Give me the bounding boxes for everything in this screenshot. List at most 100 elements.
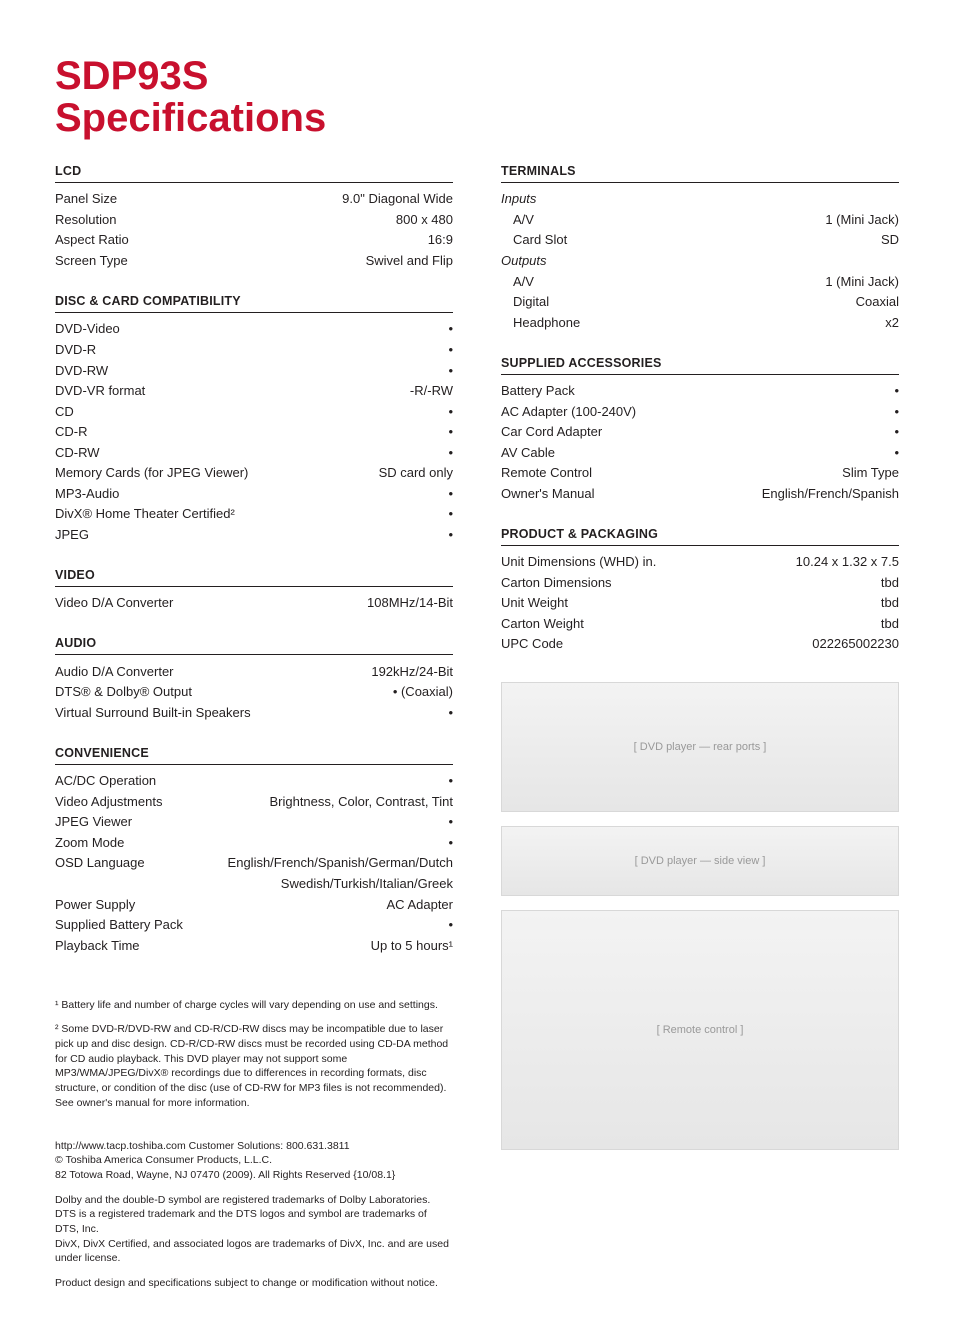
section-packaging: Unit Dimensions (WHD) in.10.24 x 1.32 x … (501, 552, 899, 655)
spec-row: OSD LanguageEnglish/French/Spanish/Germa… (55, 853, 453, 874)
section-terminals: Inputs A/V1 (Mini Jack) Card Slot SD Outp… (501, 189, 899, 333)
spec-label: A/V (501, 211, 534, 229)
spec-label: Battery Pack (501, 382, 575, 400)
section-packaging-head: PRODUCT & PACKAGING (501, 526, 899, 546)
spec-value: • (448, 916, 453, 934)
spec-value: English/French/Spanish (762, 485, 899, 503)
spec-value: • (448, 834, 453, 852)
spec-value: Slim Type (842, 464, 899, 482)
spec-row: UPC Code 022265002230 (501, 634, 899, 655)
footer-contact: http://www.tacp.toshiba.com Customer Sol… (55, 1139, 453, 1183)
spec-value: • (894, 403, 899, 421)
subhead-inputs: Inputs (501, 189, 899, 210)
spec-row: Aspect Ratio16:9 (55, 230, 453, 251)
footer-line: DivX, DivX Certified, and associated log… (55, 1238, 449, 1265)
spec-label: AC Adapter (100-240V) (501, 403, 636, 421)
spec-row: Supplied Battery Pack• (55, 915, 453, 936)
osd-extra-line: Swedish/Turkish/Italian/Greek (55, 874, 453, 895)
spec-label: Audio D/A Converter (55, 663, 174, 681)
spec-value: 10.24 x 1.32 x 7.5 (796, 553, 899, 571)
spec-row: JPEG • (55, 524, 453, 545)
spec-value: • (894, 444, 899, 462)
spec-value: Swivel and Flip (366, 252, 453, 270)
spec-value: Coaxial (856, 293, 899, 311)
spec-value: -R/-RW (410, 382, 453, 400)
spec-value: • (448, 403, 453, 421)
spec-label: DVD-R (55, 341, 96, 359)
spec-value: • (448, 813, 453, 831)
spec-value: Up to 5 hours¹ (371, 937, 453, 955)
spec-row: CD-R • (55, 422, 453, 443)
spec-row: DTS® & Dolby® Output• (Coaxial) (55, 682, 453, 703)
spec-row: DVD-RW• (55, 360, 453, 381)
spec-row: DVD-R• (55, 339, 453, 360)
footer-line: © Toshiba America Consumer Products, L.L… (55, 1154, 272, 1166)
spec-row: AC Adapter (100-240V) • (501, 401, 899, 422)
footnote-1: ¹ Battery life and number of charge cycl… (55, 998, 453, 1013)
spec-row: Carton Weighttbd (501, 613, 899, 634)
spec-value: • (894, 382, 899, 400)
spec-value: • (448, 423, 453, 441)
spec-label: JPEG (55, 526, 89, 544)
spec-value: tbd (881, 615, 899, 633)
footer-line: 82 Totowa Road, Wayne, NJ 07470 (2009). … (55, 1169, 395, 1181)
spec-row: Carton Dimensionstbd (501, 572, 899, 593)
spec-label: Outputs (501, 252, 547, 270)
spec-label: AC/DC Operation (55, 772, 156, 790)
footer-trademarks: Dolby and the double-D symbol are regist… (55, 1193, 453, 1266)
spec-label: Inputs (501, 190, 536, 208)
spec-value: 192kHz/24-Bit (371, 663, 453, 681)
spec-label: Memory Cards (for JPEG Viewer) (55, 464, 248, 482)
spec-value: tbd (881, 574, 899, 592)
spec-row: A/V1 (Mini Jack) (501, 271, 899, 292)
spec-label: Panel Size (55, 190, 117, 208)
section-disc: DVD-Video• DVD-R• DVD-RW• DVD-VR format-… (55, 319, 453, 545)
spec-row: Video D/A Converter108MHz/14-Bit (55, 593, 453, 614)
section-lcd-head: LCD (55, 163, 453, 183)
spec-row: Memory Cards (for JPEG Viewer) SD card on… (55, 463, 453, 484)
spec-label: Zoom Mode (55, 834, 124, 852)
section-disc-head: DISC & CARD COMPATIBILITY (55, 293, 453, 313)
spec-value: • (448, 772, 453, 790)
spec-label: Screen Type (55, 252, 128, 270)
spec-row: Virtual Surround Built-in Speakers• (55, 702, 453, 723)
title-line-2: Specifications (55, 96, 326, 140)
spec-value: 800 x 480 (396, 211, 453, 229)
spec-label: Resolution (55, 211, 116, 229)
spec-row: Headphonex2 (501, 312, 899, 333)
spec-value: SD card only (379, 464, 453, 482)
spec-label: Unit Weight (501, 594, 568, 612)
spec-label: A/V (501, 273, 534, 291)
spec-label: Car Cord Adapter (501, 423, 602, 441)
spec-value: SD (881, 231, 899, 249)
spec-value: x2 (885, 314, 899, 332)
spec-row: Audio D/A Converter 192kHz/24-Bit (55, 661, 453, 682)
spec-row: Power SupplyAC Adapter (55, 894, 453, 915)
spec-label: DVD-VR format (55, 382, 145, 400)
spec-label: CD-R (55, 423, 88, 441)
spec-label: Aspect Ratio (55, 231, 129, 249)
spec-value: • (448, 485, 453, 503)
spec-row: DVD-Video• (55, 319, 453, 340)
section-lcd: Panel Size9.0" Diagonal Wide Resolution8… (55, 189, 453, 271)
section-video: Video D/A Converter108MHz/14-Bit (55, 593, 453, 614)
section-convenience-head: CONVENIENCE (55, 745, 453, 765)
footer-line: http://www.tacp.toshiba.com Customer Sol… (55, 1140, 350, 1152)
spec-row: AV Cable• (501, 442, 899, 463)
columns: LCD Panel Size9.0" Diagonal Wide Resolut… (55, 163, 899, 1301)
section-accessories-head: SUPPLIED ACCESSORIES (501, 355, 899, 375)
spec-value: • (448, 362, 453, 380)
spec-value: Brightness, Color, Contrast, Tint (269, 793, 453, 811)
spec-row: Remote ControlSlim Type (501, 463, 899, 484)
spec-value: 022265002230 (812, 635, 899, 653)
spec-row: CD• (55, 401, 453, 422)
spec-row: Zoom Mode • (55, 832, 453, 853)
spec-label: Card Slot (501, 231, 567, 249)
spec-label: MP3-Audio (55, 485, 119, 503)
left-column: LCD Panel Size9.0" Diagonal Wide Resolut… (55, 163, 453, 1301)
footer-line: Dolby and the double-D symbol are regist… (55, 1194, 430, 1206)
spec-label: UPC Code (501, 635, 563, 653)
spec-value: • (448, 526, 453, 544)
product-side-image: [ DVD player — side view ] (501, 826, 899, 896)
spec-row: JPEG Viewer• (55, 812, 453, 833)
